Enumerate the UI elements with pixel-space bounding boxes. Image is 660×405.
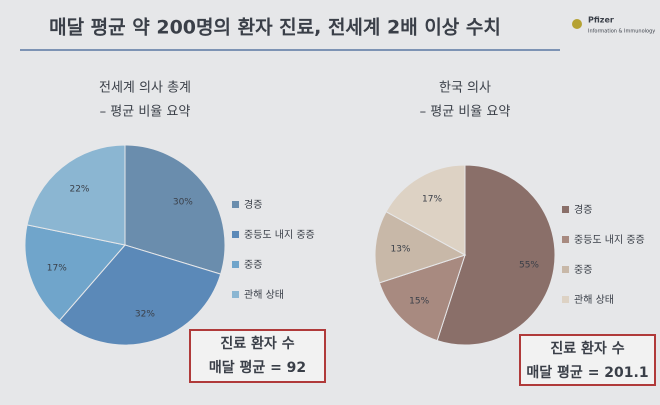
pie-slice [26, 144, 126, 246]
slice-label: 15% [409, 296, 429, 306]
slice-label: 13% [390, 244, 410, 254]
chart-subtitle: – 평균 비율 요약 [100, 105, 191, 120]
slice-label: 17% [422, 195, 442, 205]
legend-swatch [562, 206, 569, 213]
legend-swatch [232, 231, 239, 238]
logo-sub: Information & Immunology [588, 29, 655, 35]
logo-dot [572, 19, 582, 29]
summary-text: 진료 환자 수 [550, 340, 624, 357]
pie-slice [24, 224, 126, 322]
summary-box [519, 334, 656, 386]
legend-label: 중증 [574, 264, 592, 276]
legend-label: 중등도 내지 중증 [244, 229, 315, 241]
slide-title: 매달 평균 약 200명의 환자 진료, 전세계 2배 이상 수치 [49, 17, 501, 39]
slice-label: 22% [69, 185, 89, 195]
summary-text: 진료 환자 수 [220, 335, 294, 352]
chart-title: 전세계 의사 총계 [99, 81, 191, 96]
slice-label: 30% [173, 198, 193, 208]
legend-label: 관해 상태 [574, 293, 614, 306]
legend-swatch [562, 236, 569, 243]
slice-label: 32% [135, 310, 155, 320]
legend-swatch [562, 296, 569, 303]
slice-label: 55% [519, 261, 539, 271]
slice-label: 17% [47, 264, 67, 274]
legend-label: 관해 상태 [244, 288, 284, 301]
legend-label: 중등도 내지 중증 [574, 234, 645, 246]
pie-slice [124, 144, 226, 275]
pie-slice [385, 164, 466, 256]
chart-title: 한국 의사 [439, 81, 491, 96]
logo: Pfizer [588, 16, 614, 25]
legend-label: 경증 [244, 198, 262, 211]
pie-slice [378, 254, 466, 342]
legend-label: 중증 [244, 259, 262, 271]
legend-swatch [562, 266, 569, 273]
summary-text: 매달 평균 = 201.1 [526, 364, 648, 381]
legend-swatch [232, 291, 239, 298]
summary-box [189, 329, 326, 383]
legend-swatch [232, 261, 239, 268]
chart-subtitle: – 평균 비율 요약 [420, 105, 511, 120]
legend-swatch [232, 201, 239, 208]
pie-slice [58, 244, 222, 346]
pie-slice [436, 164, 556, 346]
summary-text: 매달 평균 = 92 [209, 359, 306, 376]
legend-label: 경증 [574, 203, 592, 216]
pie-slice [374, 210, 467, 284]
